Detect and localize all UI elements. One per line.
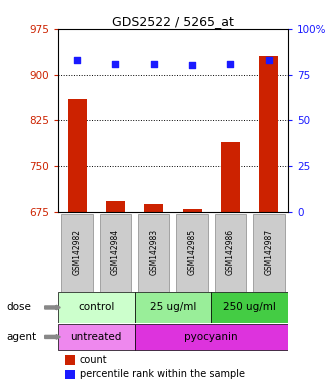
FancyBboxPatch shape (135, 292, 211, 323)
FancyBboxPatch shape (135, 324, 288, 350)
Text: GSM142986: GSM142986 (226, 229, 235, 275)
Text: GSM142982: GSM142982 (72, 229, 82, 275)
Bar (106, 201, 125, 212)
Bar (68, 99, 87, 212)
Text: GSM142983: GSM142983 (149, 229, 158, 275)
Text: GSM142985: GSM142985 (188, 229, 197, 275)
Point (266, 57, 271, 63)
Point (189, 62, 195, 68)
FancyBboxPatch shape (215, 214, 246, 292)
FancyBboxPatch shape (138, 214, 169, 292)
Point (228, 61, 233, 67)
Point (151, 61, 157, 67)
FancyBboxPatch shape (58, 292, 135, 323)
Text: percentile rank within the sample: percentile rank within the sample (80, 369, 245, 379)
Text: 250 ug/ml: 250 ug/ml (223, 303, 276, 313)
Point (113, 61, 118, 67)
Text: pyocyanin: pyocyanin (184, 332, 238, 342)
Text: agent: agent (7, 332, 37, 342)
Bar (182, 209, 202, 212)
Text: dose: dose (7, 303, 31, 313)
Bar (259, 56, 278, 212)
Bar (65, 369, 75, 379)
FancyBboxPatch shape (253, 214, 285, 292)
FancyBboxPatch shape (100, 214, 131, 292)
Bar (65, 355, 75, 365)
Text: GSM142987: GSM142987 (264, 229, 273, 275)
Title: GDS2522 / 5265_at: GDS2522 / 5265_at (112, 15, 234, 28)
Text: count: count (80, 355, 107, 365)
FancyBboxPatch shape (211, 292, 288, 323)
Point (74, 57, 80, 63)
FancyBboxPatch shape (176, 214, 208, 292)
Text: untreated: untreated (71, 332, 122, 342)
Bar (144, 204, 164, 212)
FancyBboxPatch shape (61, 214, 93, 292)
Bar (221, 142, 240, 212)
Text: control: control (78, 303, 115, 313)
FancyBboxPatch shape (58, 324, 135, 350)
Text: 25 ug/ml: 25 ug/ml (150, 303, 196, 313)
Text: GSM142984: GSM142984 (111, 229, 120, 275)
